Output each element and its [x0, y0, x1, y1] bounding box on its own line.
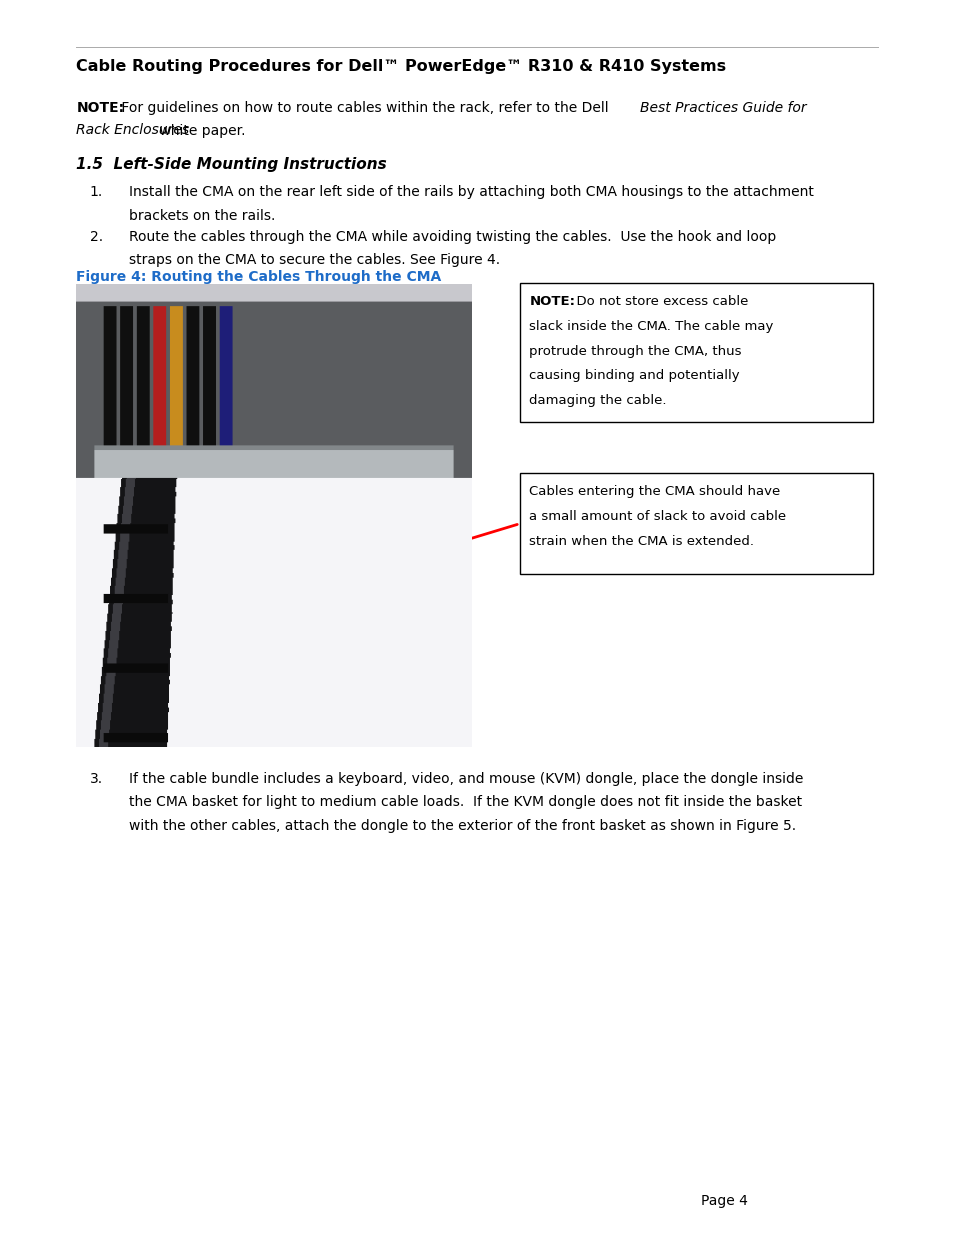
Text: Cable Routing Procedures for Dell™ PowerEdge™ R310 & R410 Systems: Cable Routing Procedures for Dell™ Power…: [76, 59, 725, 74]
Text: Rack Enclosures: Rack Enclosures: [76, 124, 190, 137]
Text: Do not store excess cable: Do not store excess cable: [567, 295, 747, 309]
Text: If the cable bundle includes a keyboard, video, and mouse (KVM) dongle, place th: If the cable bundle includes a keyboard,…: [129, 772, 802, 785]
Text: 3.: 3.: [90, 772, 103, 785]
Text: straps on the CMA to secure the cables. See Figure 4.: straps on the CMA to secure the cables. …: [129, 253, 499, 267]
Text: Cables entering the CMA should have: Cables entering the CMA should have: [529, 485, 780, 499]
Bar: [519, 473, 872, 574]
Text: 1.: 1.: [90, 185, 103, 199]
Text: white paper.: white paper.: [154, 124, 245, 137]
Text: slack inside the CMA. The cable may: slack inside the CMA. The cable may: [529, 320, 773, 333]
Text: causing binding and potentially: causing binding and potentially: [529, 369, 740, 383]
Text: damaging the cable.: damaging the cable.: [529, 394, 666, 408]
Text: For guidelines on how to route cables within the rack, refer to the Dell: For guidelines on how to route cables wi…: [117, 101, 613, 115]
Bar: [519, 283, 872, 422]
Text: Figure 4: Routing the Cables Through the CMA: Figure 4: Routing the Cables Through the…: [76, 270, 441, 284]
Text: Best Practices Guide for: Best Practices Guide for: [639, 101, 806, 115]
Text: NOTE:: NOTE:: [529, 295, 575, 309]
Text: the CMA basket for light to medium cable loads.  If the KVM dongle does not fit : the CMA basket for light to medium cable…: [129, 795, 801, 809]
Text: Route the cables through the CMA while avoiding twisting the cables.  Use the ho: Route the cables through the CMA while a…: [129, 230, 775, 243]
Text: brackets on the rails.: brackets on the rails.: [129, 209, 274, 222]
Text: Install the CMA on the rear left side of the rails by attaching both CMA housing: Install the CMA on the rear left side of…: [129, 185, 813, 199]
Text: Page 4: Page 4: [700, 1194, 747, 1208]
Text: strain when the CMA is extended.: strain when the CMA is extended.: [529, 535, 754, 548]
Text: with the other cables, attach the dongle to the exterior of the front basket as : with the other cables, attach the dongle…: [129, 819, 795, 832]
Text: 1.5  Left-Side Mounting Instructions: 1.5 Left-Side Mounting Instructions: [76, 157, 387, 172]
Text: protrude through the CMA, thus: protrude through the CMA, thus: [529, 345, 741, 358]
Text: a small amount of slack to avoid cable: a small amount of slack to avoid cable: [529, 510, 786, 524]
Text: 2.: 2.: [90, 230, 103, 243]
Text: NOTE:: NOTE:: [76, 101, 124, 115]
